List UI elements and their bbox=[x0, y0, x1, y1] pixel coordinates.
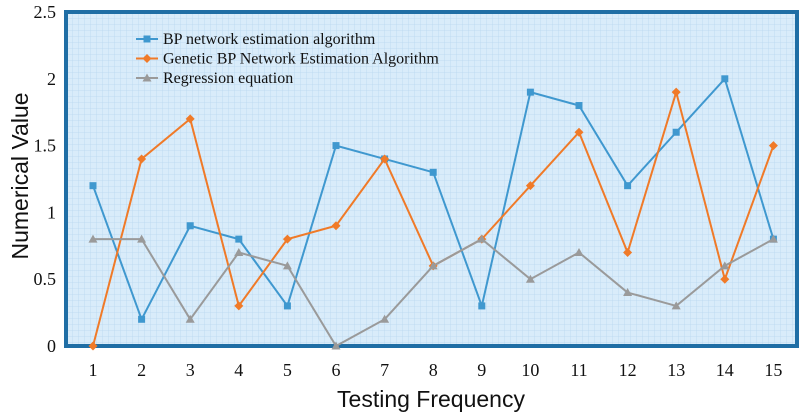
series-point bbox=[623, 247, 633, 257]
legend-item: Regression equation bbox=[136, 70, 293, 87]
x-tick-label: 11 bbox=[570, 360, 587, 380]
x-tick-label: 10 bbox=[521, 360, 539, 380]
plot-background bbox=[66, 12, 797, 346]
series-point bbox=[671, 301, 681, 310]
series-point bbox=[235, 235, 243, 243]
series-point bbox=[525, 181, 535, 191]
x-tick-label: 4 bbox=[234, 360, 243, 380]
x-tick-label: 1 bbox=[89, 360, 98, 380]
series-point bbox=[143, 35, 151, 43]
series-point bbox=[525, 274, 535, 283]
series-point bbox=[137, 154, 147, 164]
series-layer bbox=[88, 75, 778, 351]
series-point bbox=[429, 168, 437, 176]
legend: BP network estimation algorithm Genetic B… bbox=[136, 31, 439, 87]
series-point bbox=[332, 142, 340, 150]
series-point bbox=[526, 88, 534, 96]
x-tick-label: 9 bbox=[477, 360, 486, 380]
series-group bbox=[88, 234, 778, 350]
series-point bbox=[282, 261, 292, 270]
series-point bbox=[234, 247, 244, 256]
series-point bbox=[623, 288, 633, 297]
series-point bbox=[331, 221, 341, 231]
series-point bbox=[283, 302, 291, 310]
series-point bbox=[282, 234, 292, 244]
series-point bbox=[142, 73, 152, 82]
series-point bbox=[575, 102, 583, 110]
series-point bbox=[331, 341, 341, 350]
series-point bbox=[89, 182, 97, 190]
x-tick-label: 12 bbox=[619, 360, 637, 380]
series-point bbox=[186, 222, 194, 230]
series-point bbox=[672, 128, 680, 136]
legend-label: Regression equation bbox=[163, 70, 293, 87]
series-point bbox=[574, 247, 584, 256]
series-point bbox=[428, 261, 438, 270]
plot-frame bbox=[64, 10, 799, 348]
y-tick-label: 2.5 bbox=[34, 2, 57, 22]
series-point bbox=[88, 341, 98, 351]
series-point bbox=[137, 234, 147, 243]
x-tick-label: 3 bbox=[186, 360, 195, 380]
axis-layer: 00.511.522.51 2 3 4 5 6 7 8 9 10 11 12 13 14 15Testing… bbox=[7, 2, 782, 412]
series-point bbox=[574, 127, 584, 137]
y-tick-label: 1.5 bbox=[34, 136, 57, 156]
x-tick-label: 15 bbox=[764, 360, 782, 380]
x-tick-label: 13 bbox=[667, 360, 685, 380]
series-point bbox=[380, 154, 390, 164]
x-tick-label: 14 bbox=[716, 360, 734, 380]
series-point bbox=[138, 315, 146, 323]
plot-area bbox=[64, 10, 799, 348]
x-tick-label: 6 bbox=[332, 360, 341, 380]
y-tick-label: 2 bbox=[47, 69, 56, 89]
series-point bbox=[768, 141, 778, 151]
y-axis-title: Numerical Value bbox=[7, 92, 33, 259]
x-tick-label: 8 bbox=[429, 360, 438, 380]
legend-label: Genetic BP Network Estimation Algorithm bbox=[163, 51, 439, 68]
x-tick-label: 2 bbox=[137, 360, 146, 380]
legend-item: BP network estimation algorithm bbox=[136, 31, 376, 48]
x-tick-label: 7 bbox=[380, 360, 389, 380]
y-tick-label: 1 bbox=[47, 202, 56, 222]
legend-item: Genetic BP Network Estimation Algorithm bbox=[136, 51, 439, 68]
series-point bbox=[185, 314, 195, 323]
series-point bbox=[768, 234, 778, 243]
series-point bbox=[478, 302, 486, 310]
series-point bbox=[477, 234, 487, 243]
series-point bbox=[185, 114, 195, 124]
series-point bbox=[142, 54, 152, 63]
series-point bbox=[88, 234, 98, 243]
legend-label: BP network estimation algorithm bbox=[163, 31, 376, 48]
x-axis-title: Testing Frequency bbox=[337, 386, 525, 412]
x-tick-label: 5 bbox=[283, 360, 292, 380]
series-point bbox=[671, 87, 681, 97]
series-point bbox=[234, 301, 244, 311]
series-point bbox=[720, 261, 730, 270]
series-point bbox=[624, 182, 632, 190]
series-point bbox=[720, 274, 730, 284]
y-tick-label: 0 bbox=[47, 336, 56, 356]
y-tick-label: 0.5 bbox=[34, 269, 57, 289]
series-point bbox=[721, 75, 729, 83]
series-point bbox=[380, 314, 390, 323]
